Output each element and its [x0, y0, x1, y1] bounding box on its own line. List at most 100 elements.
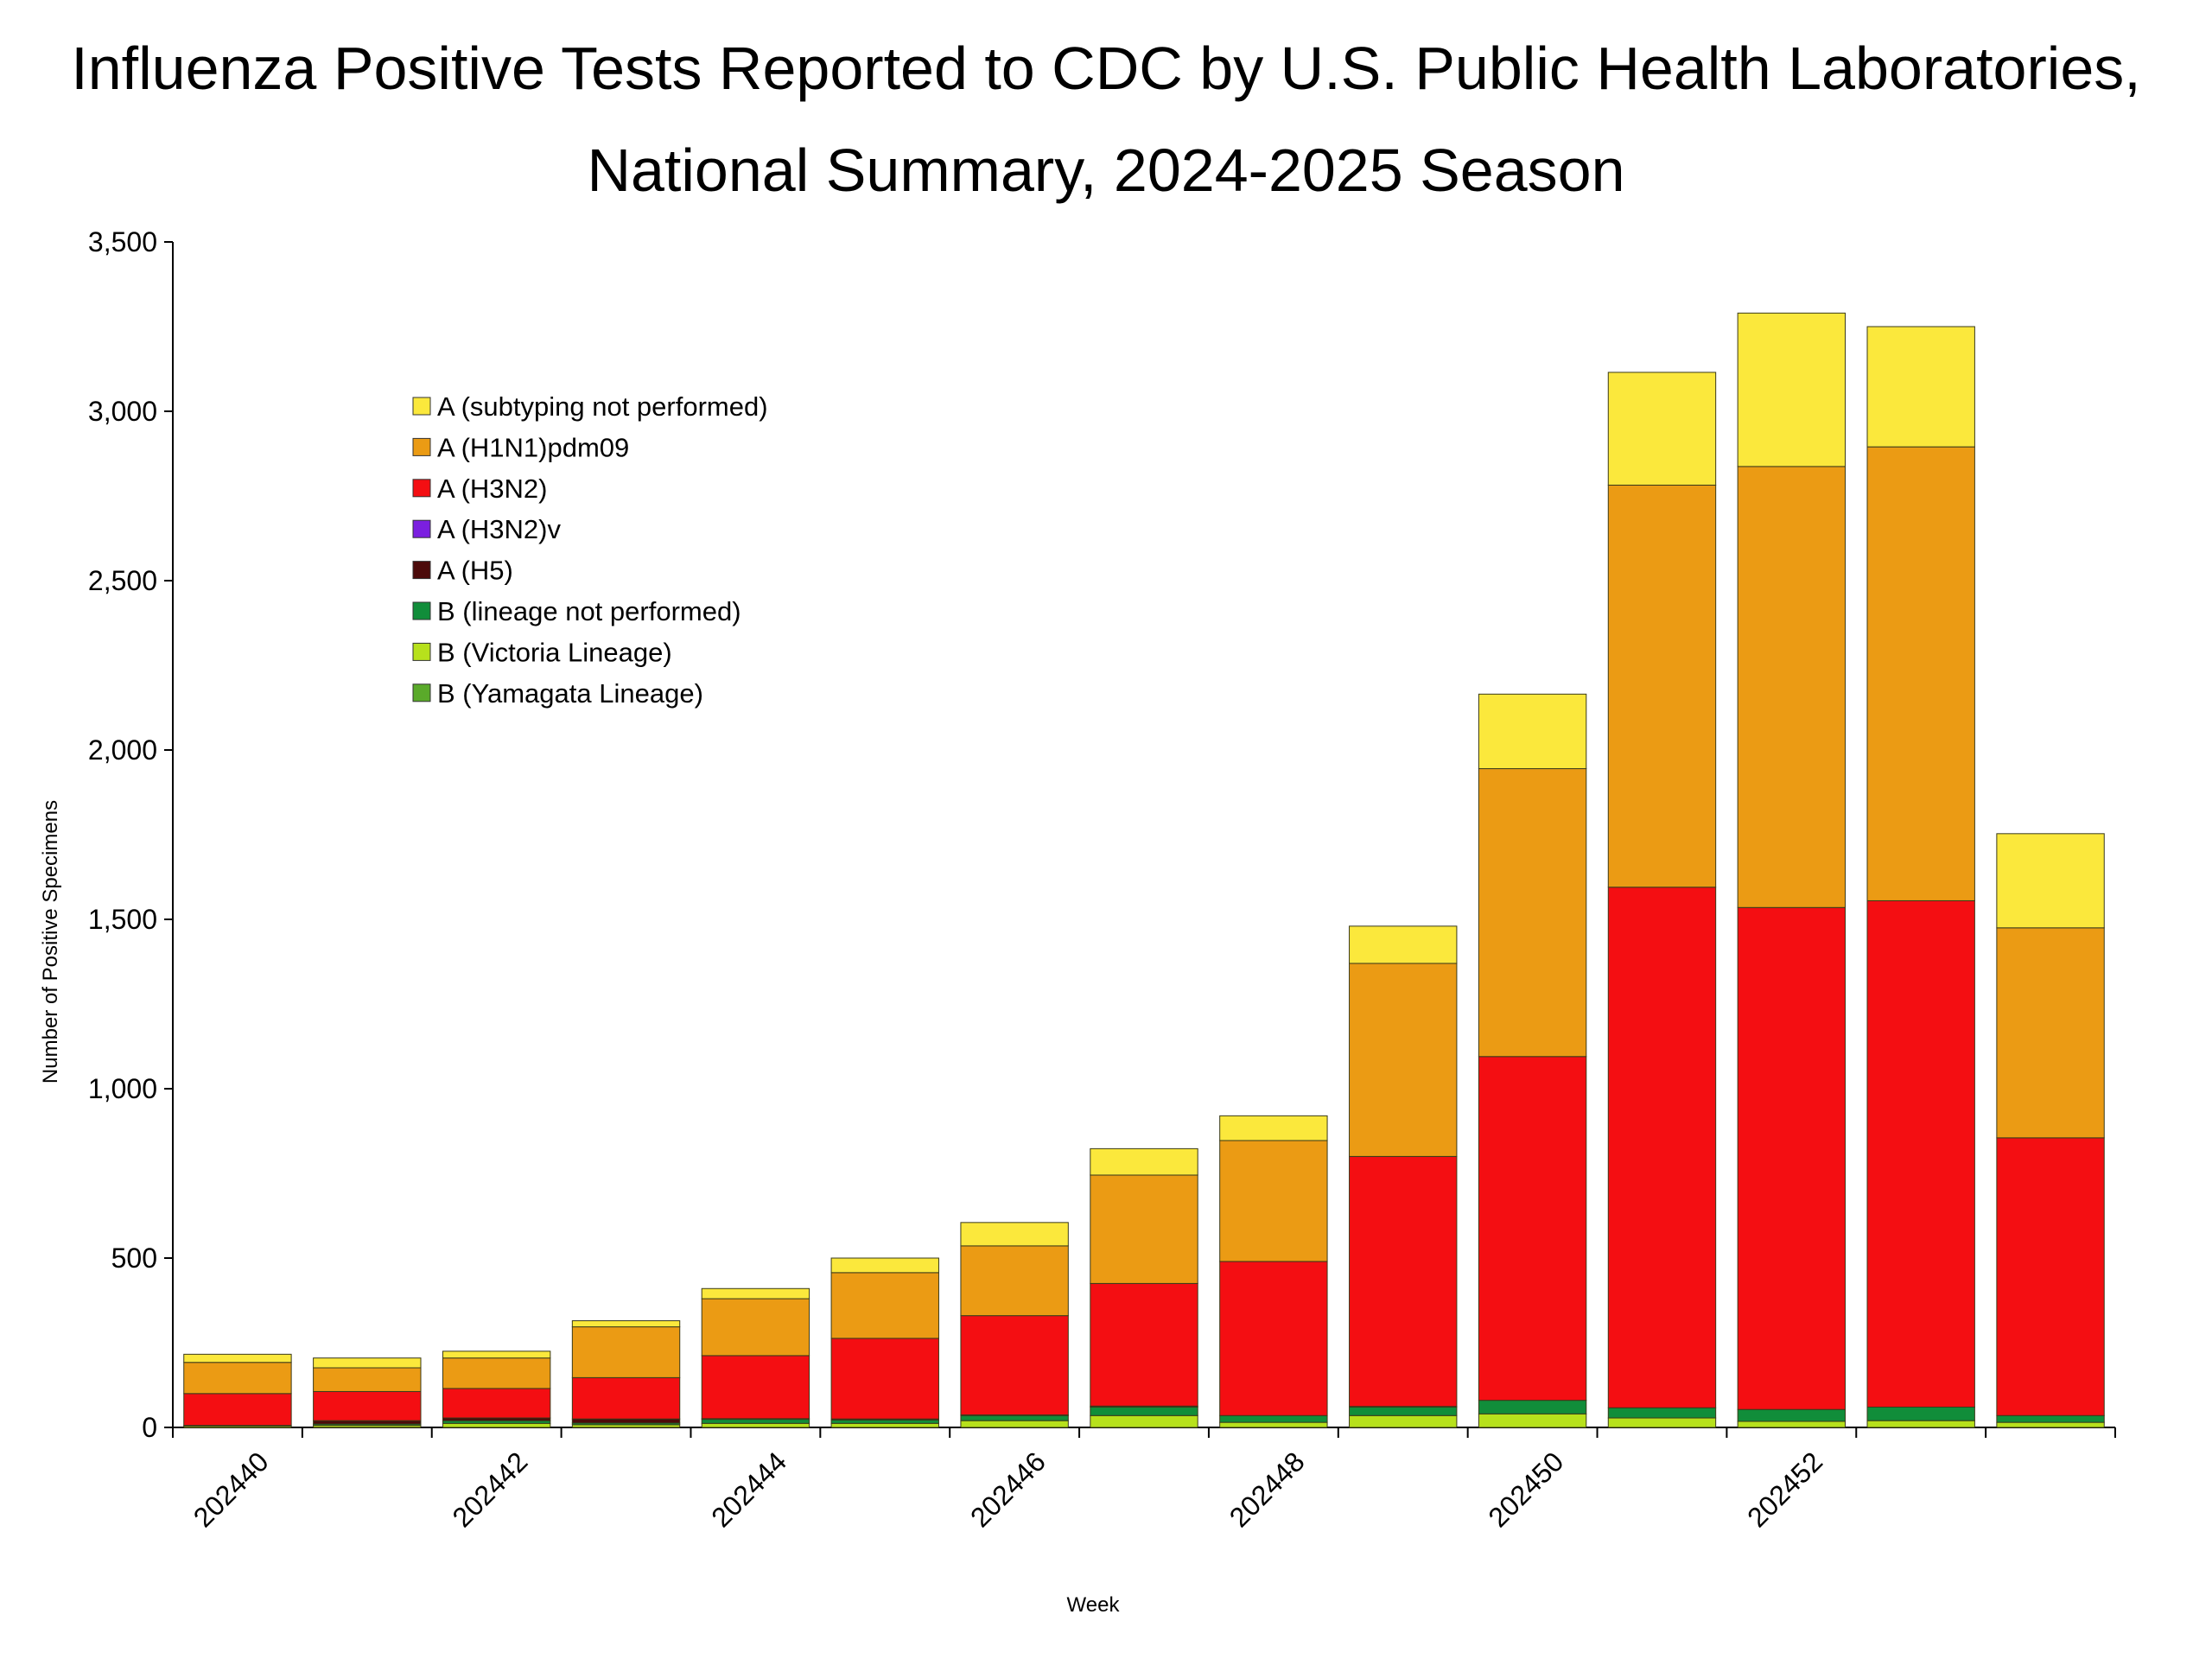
bar-segment [960, 1420, 1069, 1428]
bar-segment [313, 1367, 422, 1392]
legend-swatch [412, 683, 431, 702]
bar-segment [1478, 768, 1587, 1058]
bar-segment [701, 1298, 810, 1357]
bar-segment [960, 1245, 1069, 1317]
bar-segment [571, 1326, 681, 1378]
legend-label: B (Yamagata Lineage) [437, 678, 703, 709]
bar-segment [1090, 1174, 1198, 1284]
legend-label: B (lineage not performed) [437, 596, 741, 626]
legend-label: A (H1N1)pdm09 [437, 432, 629, 462]
bar-segment [1090, 1147, 1198, 1176]
bar-segment [1607, 1407, 1717, 1419]
bar-segment [1737, 312, 1847, 467]
bar-stack-202442 [442, 1351, 551, 1428]
bar-segment [701, 1287, 810, 1300]
bar-segment [183, 1353, 292, 1363]
legend-swatch [412, 601, 431, 620]
y-tick-label: 3,000 [88, 396, 157, 427]
bar-segment [960, 1315, 1069, 1415]
legend-swatch [412, 642, 431, 661]
bar-segment [183, 1362, 292, 1395]
bar-stack-202444 [701, 1287, 810, 1428]
legend-swatch [412, 479, 431, 498]
bar-segment [1996, 1414, 2105, 1423]
bar-stack-202448 [1219, 1115, 1328, 1428]
bar-segment [183, 1393, 292, 1427]
bar-segment [1996, 1421, 2105, 1428]
bar-segment [1996, 833, 2105, 929]
bar-stack-202452 [1737, 312, 1847, 1428]
bar-segment [1090, 1414, 1198, 1428]
bar-segment [1607, 484, 1717, 888]
chart-title-line-1: Influenza Positive Tests Reported to CDC… [71, 35, 2141, 102]
bar-segment [1866, 1406, 1975, 1421]
bar-stack-202441 [313, 1357, 422, 1428]
bar-segment [1607, 372, 1717, 486]
bar-segment [1866, 899, 1975, 1408]
x-axis-title: Week [1067, 1593, 1121, 1617]
x-tick-label: 202452 [1741, 1446, 1828, 1533]
legend-swatch [412, 397, 431, 416]
y-axis-title: Number of Positive Specimens [39, 800, 62, 1084]
chart-title-line-2: National Summary, 2024-2025 Season [587, 137, 1625, 204]
bar-segment [1996, 1137, 2105, 1416]
x-tick-label: 202444 [705, 1446, 792, 1533]
bar-segment [701, 1419, 810, 1424]
bar-stack-202443 [571, 1320, 681, 1428]
bar-segment [442, 1351, 551, 1359]
bar-segment [313, 1357, 422, 1369]
legend-label: A (subtyping not performed) [437, 391, 768, 422]
bar-segment [1349, 1414, 1458, 1428]
bar-segment [701, 1422, 810, 1428]
bar-segment [1349, 963, 1458, 1157]
y-tick-label: 1,000 [88, 1073, 157, 1104]
bar-segment [442, 1357, 551, 1389]
bar-stack-202440 [183, 1353, 292, 1428]
y-tick-label: 0 [142, 1412, 157, 1443]
bar-segment [571, 1320, 681, 1328]
bar-stack-202501 [1866, 326, 1975, 1428]
bar-stack-202447 [1090, 1147, 1198, 1428]
x-tick-label: 202440 [188, 1446, 275, 1533]
bar-stack-202450 [1478, 693, 1587, 1428]
bar-segment [1219, 1421, 1328, 1428]
bar-segment [1219, 1261, 1328, 1416]
bar-segment [1607, 887, 1717, 1408]
bar-segment [830, 1419, 939, 1424]
legend-label: A (H3N2) [437, 474, 547, 504]
bar-segment [1349, 925, 1458, 964]
bar-segment [960, 1222, 1069, 1247]
bar-segment [1219, 1414, 1328, 1423]
bar-segment [1219, 1140, 1328, 1262]
bar-segment [571, 1418, 681, 1424]
x-tick-label: 202442 [446, 1446, 533, 1533]
bar-stack-202451 [1607, 372, 1717, 1428]
x-tick-label: 202450 [1482, 1446, 1569, 1533]
bar-segment [313, 1390, 422, 1421]
bar-segment [1737, 906, 1847, 1410]
legend-label: B (Victoria Lineage) [437, 637, 672, 667]
chart-title: Influenza Positive Tests Reported to CDC… [0, 17, 2212, 221]
x-tick-label: 202446 [964, 1446, 1052, 1533]
y-tick-label: 3,500 [88, 226, 157, 257]
bar-segment [442, 1388, 551, 1419]
legend-swatch [412, 437, 431, 456]
bar-segment [1349, 1406, 1458, 1416]
y-tick-label: 500 [111, 1243, 157, 1274]
x-tick-label: 202448 [1224, 1446, 1311, 1533]
bar-segment [701, 1355, 810, 1420]
bar-segment [1607, 1417, 1717, 1428]
bar-segment [830, 1257, 939, 1274]
bar-segment [313, 1420, 422, 1425]
y-tick-label: 2,000 [88, 734, 157, 766]
bar-segment [1090, 1406, 1198, 1416]
bar-segment [1478, 1400, 1587, 1414]
legend-label: A (H5) [437, 556, 513, 586]
chart-bars [183, 312, 2105, 1428]
bar-stack-202502 [1996, 833, 2105, 1428]
bar-segment [1737, 1408, 1847, 1422]
bar-segment [1737, 1421, 1847, 1428]
bar-segment [1478, 1056, 1587, 1402]
bar-segment [830, 1338, 939, 1420]
